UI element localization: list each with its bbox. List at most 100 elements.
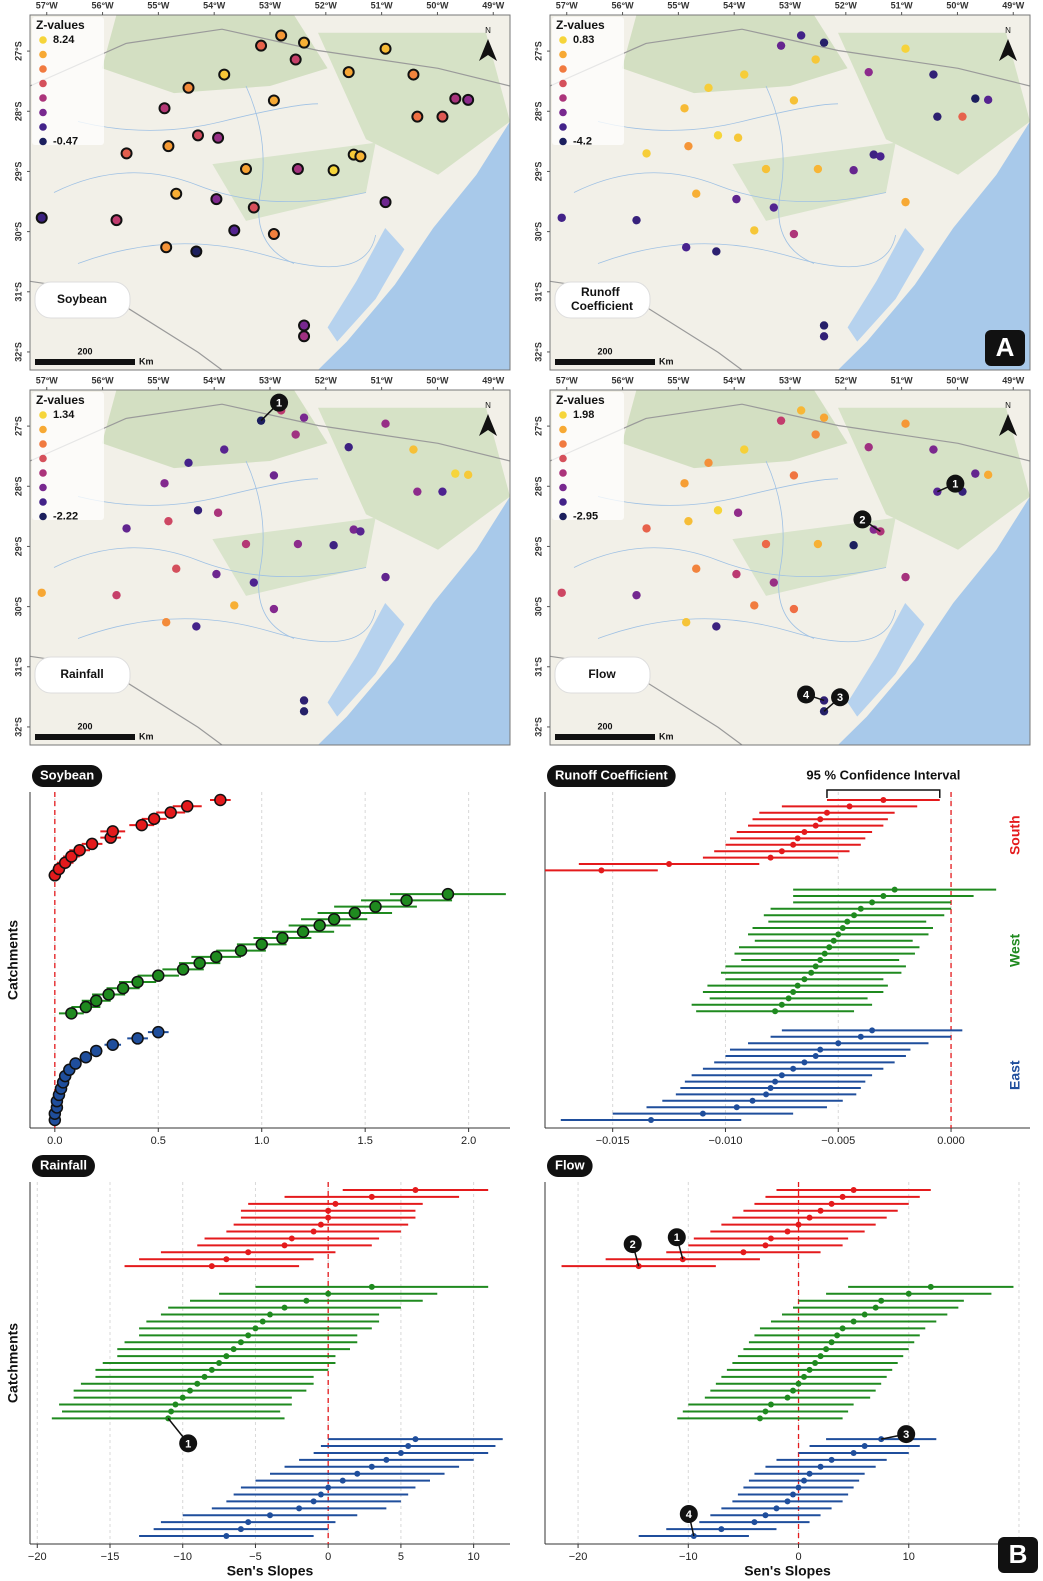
station-point (732, 195, 740, 203)
station-point (184, 83, 194, 93)
callout-label: 3 (903, 1429, 909, 1441)
x-tick-label: 49°W (482, 0, 505, 10)
station-point (381, 197, 391, 207)
callout-label: 1 (674, 1232, 680, 1244)
x-tick-label: 50°W (946, 375, 969, 385)
x-tick-label: 50°W (946, 0, 969, 10)
station-point (163, 141, 173, 151)
slope-point (252, 1325, 258, 1331)
station-point (820, 332, 828, 340)
slope-point (87, 838, 98, 849)
y-tick-label: 29°S (13, 162, 23, 182)
slope-point (801, 829, 807, 835)
y-tick-label: 27°S (13, 416, 23, 436)
station-point (299, 320, 309, 330)
slope-point (194, 958, 205, 969)
legend-swatch (39, 94, 47, 102)
callout-label: 4 (686, 1509, 693, 1521)
y-tick-label: 30°S (13, 597, 23, 617)
station-point (230, 601, 238, 609)
station-point (122, 524, 130, 532)
slope-point (718, 1526, 724, 1532)
slope-point (91, 1045, 102, 1056)
station-point (734, 134, 742, 142)
north-label: N (1005, 26, 1011, 35)
station-point (876, 152, 884, 160)
x-tick-label: 51°W (891, 375, 914, 385)
x-tick-label: 52°W (315, 0, 338, 10)
station-point (219, 70, 229, 80)
panel-name: Soybean (57, 292, 107, 306)
slope-point (772, 1008, 778, 1014)
legend-swatch (39, 36, 47, 44)
slope-point (801, 976, 807, 982)
callout-label: 1 (185, 1438, 191, 1450)
slope-point (107, 1039, 118, 1050)
y-tick-label: 29°S (533, 162, 543, 182)
station-point (714, 506, 722, 514)
station-point (249, 203, 259, 213)
legend-swatch (39, 469, 47, 477)
station-point (814, 165, 822, 173)
legend-swatch (559, 513, 567, 521)
x-tick-label: 5 (398, 1551, 404, 1563)
station-point (864, 443, 872, 451)
slope-point (168, 1408, 174, 1414)
station-point (770, 578, 778, 586)
slope-point (223, 1533, 229, 1539)
legend-swatch (559, 440, 567, 448)
slope-point (768, 1235, 774, 1241)
x-tick-label: −0.015 (596, 1135, 630, 1147)
y-tick-label: 30°S (13, 222, 23, 242)
slope-point (817, 957, 823, 963)
slope-point (314, 920, 325, 931)
legend-swatch (559, 498, 567, 506)
slope-point (807, 1215, 813, 1221)
x-tick-label: −20 (28, 1551, 47, 1563)
station-point (184, 459, 192, 467)
slope-point (329, 914, 340, 925)
slope-point (757, 1415, 763, 1421)
slope-point (851, 1450, 857, 1456)
slope-point (311, 1229, 317, 1235)
station-point (162, 618, 170, 626)
callout-label: 4 (803, 689, 810, 701)
legend-swatch (559, 123, 567, 131)
station-point (300, 413, 308, 421)
x-tick-label: 51°W (371, 0, 394, 10)
station-point (820, 38, 828, 46)
slope-point (282, 1242, 288, 1248)
station-point (192, 622, 200, 630)
y-tick-label: 31°S (13, 282, 23, 302)
panel-name-line: Coefficient (571, 299, 633, 313)
slope-point (818, 1353, 824, 1359)
legend-swatch (559, 138, 567, 146)
station-point (958, 112, 966, 120)
station-point (971, 94, 979, 102)
legend-title: Z-values (36, 393, 85, 407)
slope-point (80, 1002, 91, 1013)
legend-swatch (559, 469, 567, 477)
y-axis-title: Catchments (5, 920, 21, 1000)
legend-swatch (39, 65, 47, 73)
legend-title: Z-values (36, 18, 85, 32)
station-point (242, 540, 250, 548)
legend-swatch (39, 138, 47, 146)
slope-point (296, 1505, 302, 1511)
slope-point (808, 970, 814, 976)
station-point (293, 164, 303, 174)
slope-point (187, 1388, 193, 1394)
x-tick-label: 57°W (36, 375, 59, 385)
station-point (811, 55, 819, 63)
slope-point (878, 1298, 884, 1304)
station-point (270, 605, 278, 613)
station-point (276, 30, 286, 40)
x-tick-label: 10 (903, 1551, 915, 1563)
slope-point (666, 861, 672, 867)
callout-label: 1 (276, 398, 282, 410)
slope-point (734, 1104, 740, 1110)
x-tick-label: −0.005 (821, 1135, 855, 1147)
panel-name-line: Runoff (581, 285, 623, 299)
station-point (300, 707, 308, 715)
x-tick-label: 0 (795, 1551, 801, 1563)
